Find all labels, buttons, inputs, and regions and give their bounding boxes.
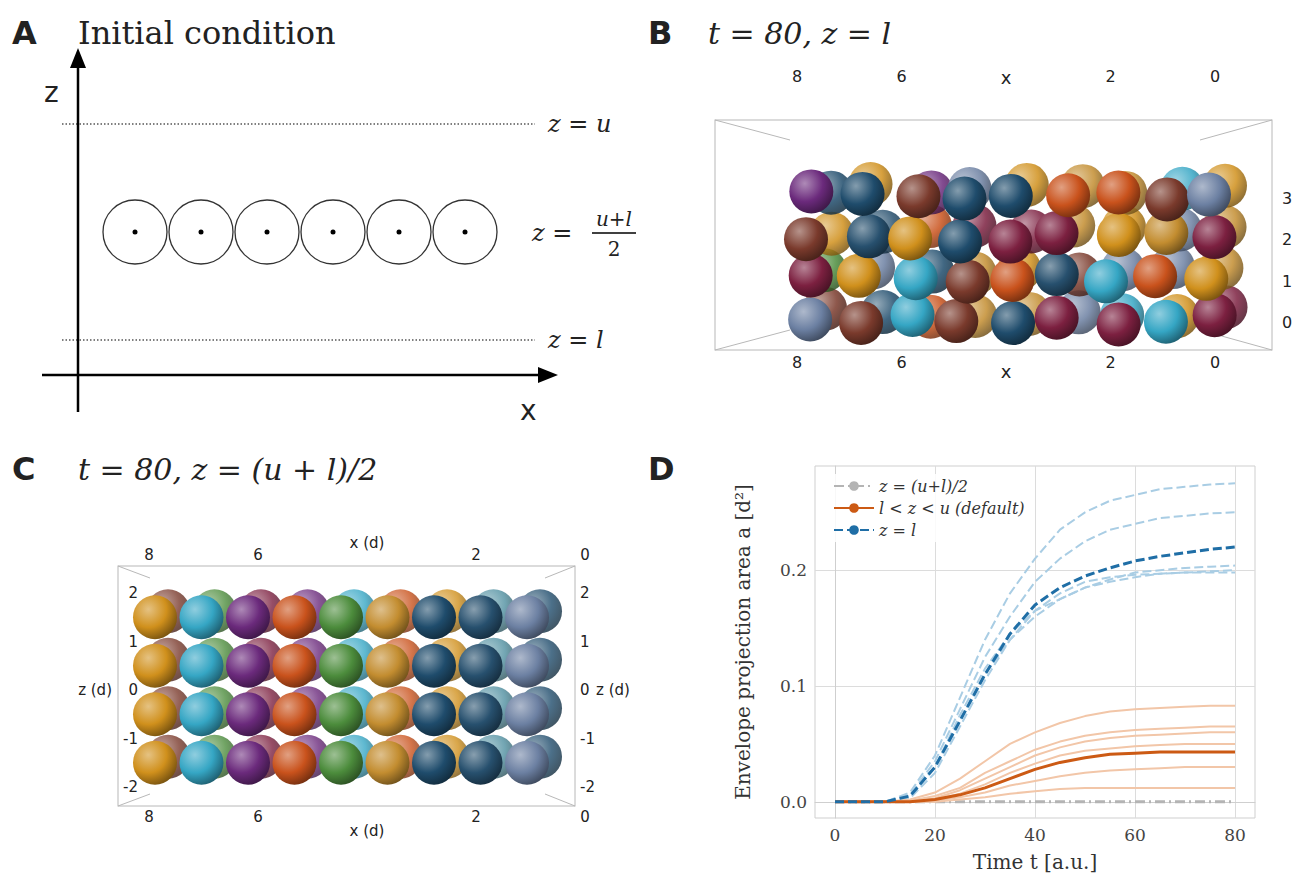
svg-text:z (d): z (d) [596, 681, 630, 699]
svg-text:2: 2 [471, 808, 481, 826]
svg-text:z =: z = [531, 219, 572, 247]
svg-text:2: 2 [1105, 67, 1115, 86]
svg-text:x (d): x (d) [350, 534, 385, 552]
svg-text:2: 2 [128, 584, 138, 602]
svg-text:z (d): z (d) [78, 681, 112, 699]
svg-text:0: 0 [580, 808, 590, 826]
svg-text:0: 0 [580, 546, 590, 564]
svg-text:z = l: z = l [878, 521, 916, 540]
svg-text:6: 6 [896, 67, 906, 86]
svg-text:u+l: u+l [596, 207, 632, 231]
svg-text:60: 60 [1124, 825, 1146, 845]
svg-text:80: 80 [1224, 825, 1246, 845]
svg-text:z = u: z = u [547, 110, 611, 138]
svg-text:0: 0 [580, 681, 590, 699]
svg-text:Initial condition: Initial condition [78, 14, 336, 52]
svg-text:D: D [648, 450, 675, 488]
svg-text:C: C [12, 450, 35, 488]
svg-text:z = (u+l)/2: z = (u+l)/2 [878, 477, 968, 496]
svg-text:B: B [648, 14, 672, 52]
svg-text:-1: -1 [123, 730, 138, 748]
svg-text:8: 8 [144, 546, 154, 564]
svg-text:1: 1 [128, 633, 138, 651]
svg-text:8: 8 [144, 808, 154, 826]
svg-text:Time t [a.u.]: Time t [a.u.] [973, 850, 1097, 874]
svg-text:2: 2 [1282, 230, 1292, 249]
svg-text:6: 6 [896, 353, 906, 372]
svg-text:1: 1 [580, 633, 590, 651]
svg-text:0.0: 0.0 [780, 792, 807, 812]
svg-text:0.1: 0.1 [780, 676, 807, 696]
svg-text:Envelope projection area a [d²: Envelope projection area a [d²] [731, 484, 755, 800]
svg-text:8: 8 [792, 67, 802, 86]
svg-text:2: 2 [1105, 353, 1115, 372]
svg-text:-2: -2 [123, 778, 138, 796]
svg-text:0: 0 [128, 681, 138, 699]
svg-text:x: x [1001, 361, 1012, 382]
svg-text:6: 6 [253, 808, 263, 826]
svg-text:-2: -2 [580, 778, 595, 796]
svg-text:x: x [520, 394, 537, 427]
svg-text:3: 3 [1282, 189, 1292, 208]
svg-text:z = l: z = l [547, 326, 604, 354]
svg-text:0: 0 [1282, 313, 1292, 332]
svg-text:0: 0 [1210, 67, 1220, 86]
svg-text:z: z [44, 76, 59, 109]
svg-text:40: 40 [1024, 825, 1046, 845]
svg-text:t = 80, z = l: t = 80, z = l [708, 16, 891, 51]
svg-text:x (d): x (d) [350, 822, 385, 840]
svg-text:20: 20 [924, 825, 946, 845]
svg-text:t = 80, z = (u + l)/2: t = 80, z = (u + l)/2 [78, 452, 377, 487]
svg-text:8: 8 [792, 353, 802, 372]
svg-text:0: 0 [830, 825, 841, 845]
svg-text:1: 1 [1282, 272, 1292, 291]
svg-text:2: 2 [471, 546, 481, 564]
svg-text:A: A [12, 14, 37, 52]
svg-text:-1: -1 [580, 730, 595, 748]
svg-text:0.2: 0.2 [780, 560, 807, 580]
svg-text:l < z < u (default): l < z < u (default) [879, 499, 1025, 518]
svg-text:2: 2 [608, 237, 621, 261]
svg-text:6: 6 [253, 546, 263, 564]
svg-text:2: 2 [580, 584, 590, 602]
svg-text:0: 0 [1210, 353, 1220, 372]
svg-text:x: x [1001, 67, 1012, 88]
